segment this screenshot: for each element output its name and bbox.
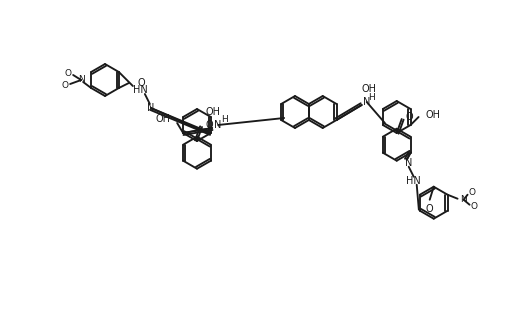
- Text: OH: OH: [155, 114, 170, 124]
- Text: OH: OH: [361, 84, 376, 94]
- Text: O: O: [138, 78, 145, 88]
- Text: OH: OH: [206, 107, 221, 117]
- Text: O: O: [65, 69, 72, 78]
- Text: N: N: [405, 158, 413, 168]
- Text: N: N: [147, 103, 154, 113]
- Text: O: O: [468, 188, 475, 197]
- Text: H: H: [368, 92, 375, 101]
- Text: O: O: [406, 112, 413, 122]
- Text: N: N: [78, 76, 85, 85]
- Text: N: N: [214, 120, 222, 130]
- Text: N: N: [363, 97, 370, 107]
- Text: N: N: [460, 195, 467, 204]
- Text: O: O: [426, 204, 434, 214]
- Text: H: H: [221, 116, 228, 125]
- Text: OH: OH: [426, 110, 440, 120]
- Text: HN: HN: [133, 85, 148, 95]
- Text: HN: HN: [406, 176, 421, 186]
- Text: O: O: [62, 82, 69, 91]
- Text: O: O: [470, 202, 477, 211]
- Text: O: O: [206, 120, 213, 130]
